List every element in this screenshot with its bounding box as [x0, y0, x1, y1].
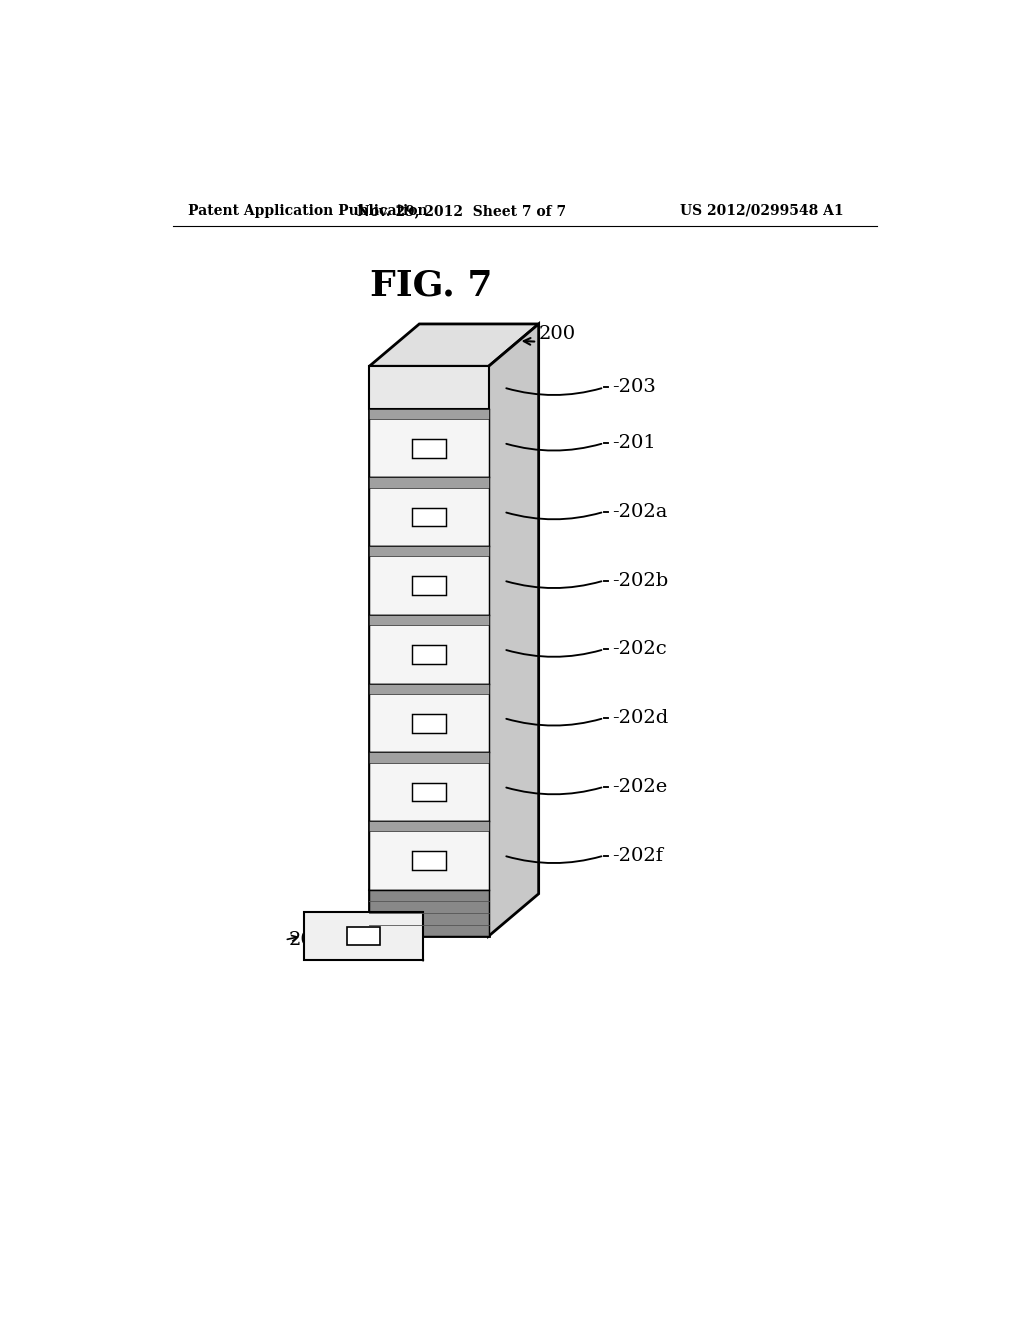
Bar [413, 851, 445, 870]
Text: 202g: 202g [289, 931, 338, 949]
Text: -202b: -202b [611, 572, 668, 590]
Bar [413, 714, 445, 733]
Bar [370, 409, 488, 418]
Bar [413, 508, 445, 527]
Text: Patent Application Publication: Patent Application Publication [188, 203, 428, 218]
Bar [370, 546, 488, 615]
Bar [370, 821, 488, 832]
Polygon shape [370, 323, 539, 367]
Text: FIG. 7: FIG. 7 [370, 268, 493, 302]
Bar [370, 615, 488, 626]
Bar [370, 478, 488, 546]
Bar [370, 367, 488, 409]
Bar [370, 684, 488, 752]
Text: 200: 200 [539, 325, 575, 343]
Text: -203: -203 [611, 379, 655, 396]
Bar [370, 821, 488, 890]
Bar [370, 367, 488, 936]
Text: -202c: -202c [611, 640, 667, 659]
Text: -202d: -202d [611, 709, 668, 727]
Text: -201: -201 [611, 434, 655, 451]
Bar [304, 912, 423, 961]
Text: Nov. 29, 2012  Sheet 7 of 7: Nov. 29, 2012 Sheet 7 of 7 [357, 203, 566, 218]
Bar [413, 645, 445, 664]
Text: -202a: -202a [611, 503, 668, 521]
Bar [370, 890, 488, 936]
Bar [370, 409, 488, 478]
Polygon shape [488, 323, 539, 936]
Text: -202e: -202e [611, 777, 667, 796]
Bar [413, 783, 445, 801]
Text: US 2012/0299548 A1: US 2012/0299548 A1 [680, 203, 844, 218]
Bar [370, 684, 488, 694]
Bar [413, 438, 445, 458]
Bar [370, 752, 488, 821]
Bar [370, 546, 488, 557]
Bar [413, 577, 445, 595]
Text: -202f: -202f [611, 846, 663, 865]
Bar [346, 927, 380, 945]
Bar [370, 615, 488, 684]
Bar [370, 752, 488, 763]
Bar [370, 478, 488, 487]
